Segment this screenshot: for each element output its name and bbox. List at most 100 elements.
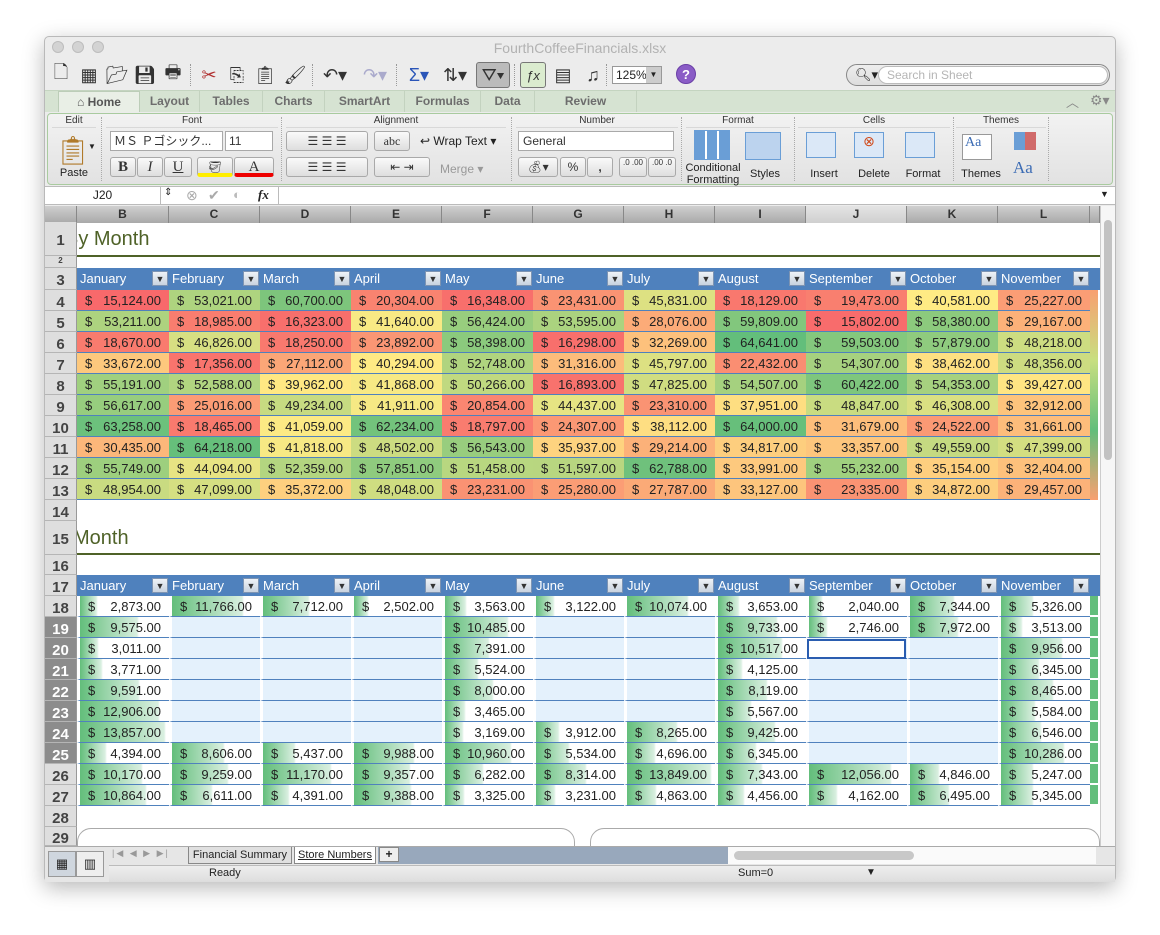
store-cell[interactable]: $5,524.00 [442,659,533,680]
revenue-cell[interactable]: $15,802.00 [806,311,907,332]
revenue-cell[interactable]: $49,234.00 [260,395,351,416]
empty-cell[interactable] [351,701,442,722]
filter-dropdown-button[interactable]: ▼ [789,578,805,593]
row-header-14[interactable]: 14 [45,500,77,521]
store-cell[interactable]: $4,456.00 [715,785,806,806]
revenue-cell[interactable]: $34,817.00 [715,437,806,458]
store-cell[interactable]: $3,169.00 [442,722,533,743]
row-header-19[interactable]: 19 [45,617,77,638]
close-window-button[interactable] [52,41,64,53]
revenue-cell[interactable]: $44,437.00 [533,395,624,416]
revenue-cell[interactable]: $24,307.00 [533,416,624,437]
revenue-cell[interactable]: $48,847.00 [806,395,907,416]
insert-function-button[interactable]: fx [258,187,269,202]
empty-cell[interactable] [533,659,624,680]
filter-dropdown-button[interactable]: ▼ [981,271,997,286]
column-header-F[interactable]: F [442,206,533,223]
font-size-select[interactable]: 11 [225,131,273,151]
chevron-down-icon[interactable]: ▼ [866,867,876,878]
print-icon[interactable]: 🖶 [164,62,182,82]
store-cell[interactable]: $2,040.00 [806,596,907,617]
store-cell[interactable]: $12,056.00 [806,764,907,785]
empty-cell[interactable] [907,722,998,743]
function-dropdown-icon[interactable]: ◐ [233,187,241,202]
revenue-cell[interactable]: $53,021.00 [169,290,260,311]
status-sum[interactable]: Sum=0 [738,867,774,879]
name-box[interactable]: J20 [45,187,161,204]
revenue-cell[interactable]: $39,427.00 [998,374,1090,395]
store-cell[interactable]: $6,345.00 [715,743,806,764]
revenue-cell[interactable]: $48,356.00 [998,353,1090,374]
store-cell[interactable]: $12,906.00 [77,701,169,722]
empty-cell[interactable] [806,722,907,743]
store-cell[interactable]: $6,546.00 [998,722,1090,743]
store-cell[interactable]: $5,326.00 [998,596,1090,617]
italic-button[interactable]: I [137,157,163,177]
tab-tables[interactable]: Tables [200,91,263,112]
store-cell[interactable]: $4,394.00 [77,743,169,764]
empty-cell[interactable] [169,680,260,701]
column-header-B[interactable]: B [77,206,169,223]
font-color-button[interactable]: A [234,157,274,177]
store-cell[interactable]: $8,265.00 [624,722,715,743]
search-icon[interactable]: 🔍︎▾ [855,67,879,82]
store-cell[interactable]: $4,863.00 [624,785,715,806]
revenue-cell[interactable]: $29,457.00 [998,479,1090,500]
revenue-cell[interactable]: $20,304.00 [351,290,442,311]
empty-cell[interactable] [351,617,442,638]
format-button[interactable]: Format [905,168,941,180]
revenue-cell[interactable]: $64,218.00 [169,437,260,458]
revenue-cell[interactable]: $37,951.00 [715,395,806,416]
revenue-cell[interactable]: $39,962.00 [260,374,351,395]
filter-dropdown-button[interactable]: ▼ [425,578,441,593]
store-cell[interactable]: $3,231.00 [533,785,624,806]
wrap-text-button[interactable]: ↩ Wrap Text ▾ [420,134,497,148]
store-cell[interactable]: $9,259.00 [169,764,260,785]
row-header-9[interactable]: 9 [45,395,77,416]
revenue-cell[interactable]: $41,640.00 [351,311,442,332]
store-cell[interactable]: $9,425.00 [715,722,806,743]
revenue-cell[interactable]: $24,522.00 [907,416,998,437]
row-header-7[interactable]: 7 [45,353,77,374]
help-button[interactable]: ? [676,64,696,84]
filter-dropdown-button[interactable]: ▼ [243,578,259,593]
empty-cell[interactable] [169,659,260,680]
column-header-M[interactable] [1090,206,1100,223]
revenue-cell[interactable]: $35,372.00 [260,479,351,500]
store-cell[interactable]: $7,344.00 [907,596,998,617]
row-header-2[interactable]: 2 [45,256,77,268]
number-format-select[interactable]: General [518,131,674,151]
revenue-cell[interactable]: $16,348.00 [442,290,533,311]
row-header-11[interactable]: 11 [45,437,77,458]
filter-dropdown-button[interactable]: ▼ [425,271,441,286]
store-cell[interactable]: $7,712.00 [260,596,351,617]
revenue-cell[interactable]: $30,435.00 [77,437,169,458]
empty-cell[interactable] [907,743,998,764]
redo-icon[interactable]: ↷▾ [362,64,388,85]
store-cell[interactable]: $9,591.00 [77,680,169,701]
store-cell[interactable]: $11,766.00 [169,596,260,617]
store-cell[interactable]: $8,606.00 [169,743,260,764]
revenue-cell[interactable]: $64,641.00 [715,332,806,353]
store-cell[interactable]: $7,391.00 [442,638,533,659]
store-cell[interactable]: $6,611.00 [169,785,260,806]
indent-buttons[interactable]: ⇤ ⇥ [374,157,430,177]
chevron-down-icon[interactable]: ▼ [646,67,661,83]
store-cell[interactable]: $8,119.00 [715,680,806,701]
vertical-scrollbar[interactable] [1100,206,1115,846]
autosum-icon[interactable]: Σ▾ [408,64,430,85]
orientation-button[interactable]: abc [374,131,410,151]
row-header-22[interactable]: 22 [45,680,77,701]
revenue-cell[interactable]: $63,258.00 [77,416,169,437]
revenue-cell[interactable]: $48,218.00 [998,332,1090,353]
sheet-tab-store-numbers[interactable]: Store Numbers [294,847,376,864]
row-header-6[interactable]: 6 [45,332,77,353]
minimize-window-button[interactable] [72,41,84,53]
cut-icon[interactable]: ✂ [201,64,217,85]
revenue-cell[interactable]: $25,280.00 [533,479,624,500]
themes-icon[interactable]: Aa [962,134,992,160]
revenue-cell[interactable]: $54,307.00 [806,353,907,374]
empty-cell[interactable] [260,722,351,743]
filter-dropdown-button[interactable]: ▼ [1073,271,1089,286]
tab-layout[interactable]: Layout [140,91,200,112]
